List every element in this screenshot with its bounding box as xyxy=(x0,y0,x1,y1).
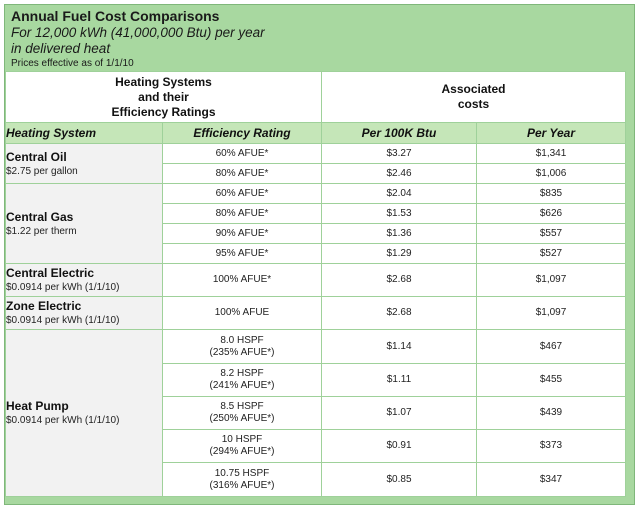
cost-per-100k-cell: $2.46 xyxy=(321,163,477,184)
cost-per-100k-cell: $1.14 xyxy=(321,329,477,364)
panel-header: Annual Fuel Cost Comparisons For 12,000 … xyxy=(11,8,628,73)
column-header-system: Heating System xyxy=(5,122,163,144)
fuel-cost-table: Heating Systems and their Efficiency Rat… xyxy=(5,71,626,497)
cost-per-100k-cell: $1.11 xyxy=(321,363,477,397)
efficiency-cell: 95% AFUE* xyxy=(162,243,322,264)
cost-per-100k-cell: $3.27 xyxy=(321,143,477,164)
table-row: Zone Electric $0.0914 per kWh (1/1/10) 1… xyxy=(5,296,626,330)
cost-per-year-cell: $1,097 xyxy=(476,263,626,297)
associated-costs-group-header: Associated costs xyxy=(321,71,626,123)
table-row: Central Oil $2.75 per gallon 60% AFUE* $… xyxy=(5,143,626,184)
cost-per-100k-cell: $1.07 xyxy=(321,396,477,430)
system-cell-heat-pump: Heat Pump $0.0914 per kWh (1/1/10) xyxy=(5,329,163,497)
cost-per-year-cell: $373 xyxy=(476,429,626,463)
page-title: Annual Fuel Cost Comparisons xyxy=(11,8,220,24)
cost-per-100k-cell: $2.68 xyxy=(321,263,477,297)
cost-per-year-cell: $557 xyxy=(476,223,626,244)
table-row: Central Gas $1.22 per therm 60% AFUE* $2… xyxy=(5,183,626,264)
cost-per-year-cell: $1,097 xyxy=(476,296,626,330)
efficiency-cell: 10.75 HSPF (316% AFUE*) xyxy=(162,462,322,497)
system-cell-central-electric: Central Electric $0.0914 per kWh (1/1/10… xyxy=(5,263,163,297)
cost-per-100k-cell: $0.91 xyxy=(321,429,477,463)
efficiency-hspf: 10.75 HSPF xyxy=(214,467,270,479)
system-name: Zone Electric xyxy=(6,299,82,313)
efficiency-afue: (294% AFUE*) xyxy=(209,446,275,457)
efficiency-afue: (250% AFUE*) xyxy=(209,413,275,424)
efficiency-cell: 10 HSPF (294% AFUE*) xyxy=(162,429,322,463)
system-name: Central Oil xyxy=(6,149,67,164)
subtitle-line-2: in delivered heat xyxy=(11,41,111,56)
costs-header-line-2: costs xyxy=(457,97,490,111)
cost-per-year-cell: $835 xyxy=(476,183,626,204)
column-header-per-year: Per Year xyxy=(476,122,626,144)
system-cell-central-gas: Central Gas $1.22 per therm xyxy=(5,183,163,264)
heating-systems-group-header: Heating Systems and their Efficiency Rat… xyxy=(5,71,322,123)
efficiency-cell: 80% AFUE* xyxy=(162,203,322,224)
efficiency-cell: 8.5 HSPF (250% AFUE*) xyxy=(162,396,322,430)
group-header-line-1: Heating Systems xyxy=(115,74,212,89)
cost-per-100k-cell: $1.53 xyxy=(321,203,477,224)
table-row: 95% AFUE* $1.29 $527 xyxy=(6,243,626,264)
cost-per-100k-cell: $1.29 xyxy=(321,243,477,264)
cost-per-year-cell: $467 xyxy=(476,329,626,364)
efficiency-cell: 60% AFUE* xyxy=(162,143,322,164)
table-row: 80% AFUE* $1.53 $626 xyxy=(6,203,626,224)
system-name: Central Electric xyxy=(6,266,95,280)
system-cell-central-oil: Central Oil $2.75 per gallon xyxy=(5,143,163,184)
group-header-line-2: and their xyxy=(138,89,189,104)
column-header-per-100k: Per 100K Btu xyxy=(321,122,477,144)
system-price: $0.0914 per kWh (1/1/10) xyxy=(6,282,120,293)
cost-per-100k-cell: $2.04 xyxy=(321,183,477,204)
cost-per-year-cell: $1,341 xyxy=(476,143,626,164)
cost-per-100k-cell: $0.85 xyxy=(321,462,477,497)
efficiency-cell: 100% AFUE xyxy=(162,296,322,330)
system-price: $1.22 per therm xyxy=(6,225,77,237)
efficiency-hspf: 8.2 HSPF xyxy=(220,368,264,379)
efficiency-cell: 8.2 HSPF (241% AFUE*) xyxy=(162,363,322,397)
efficiency-afue: (235% AFUE*) xyxy=(209,346,275,358)
efficiency-hspf: 8.5 HSPF xyxy=(220,401,264,412)
efficiency-hspf: 8.0 HSPF xyxy=(220,334,264,346)
cost-per-year-cell: $527 xyxy=(476,243,626,264)
cost-per-year-cell: $1,006 xyxy=(476,163,626,184)
system-price: $0.0914 per kWh (1/1/10) xyxy=(6,415,120,426)
efficiency-cell: 100% AFUE* xyxy=(162,263,322,297)
efficiency-hspf: 10 HSPF xyxy=(221,434,263,445)
efficiency-cell: 60% AFUE* xyxy=(162,183,322,204)
efficiency-cell: 8.0 HSPF (235% AFUE*) xyxy=(162,329,322,364)
system-name: Central Gas xyxy=(6,209,74,224)
cost-per-100k-cell: $2.68 xyxy=(321,296,477,330)
subtitle-line-1: For 12,000 kWh (41,000,000 Btu) per year xyxy=(11,25,265,40)
efficiency-cell: 80% AFUE* xyxy=(162,163,322,184)
column-header-efficiency: Efficiency Rating xyxy=(162,122,322,144)
system-name: Heat Pump xyxy=(6,399,69,413)
efficiency-cell: 90% AFUE* xyxy=(162,223,322,244)
cost-per-year-cell: $626 xyxy=(476,203,626,224)
efficiency-afue: (316% AFUE*) xyxy=(209,479,275,491)
system-price: $2.75 per gallon xyxy=(6,165,78,177)
table-row: Heat Pump $0.0914 per kWh (1/1/10) 8.0 H… xyxy=(5,329,626,497)
cost-per-100k-cell: $1.36 xyxy=(321,223,477,244)
system-price: $0.0914 per kWh (1/1/10) xyxy=(6,315,120,326)
cost-per-year-cell: $455 xyxy=(476,363,626,397)
prices-note: Prices effective as of 1/1/10 xyxy=(11,58,134,69)
table-row: 10.75 HSPF (316% AFUE*) $0.85 $347 xyxy=(6,462,626,497)
cost-per-year-cell: $347 xyxy=(476,462,626,497)
table-row: Central Electric $0.0914 per kWh (1/1/10… xyxy=(5,263,626,297)
costs-header-line-1: Associated xyxy=(441,82,506,96)
cost-per-year-cell: $439 xyxy=(476,396,626,430)
group-header-line-3: Efficiency Ratings xyxy=(111,104,216,119)
efficiency-afue: (241% AFUE*) xyxy=(209,380,275,391)
system-cell-zone-electric: Zone Electric $0.0914 per kWh (1/1/10) xyxy=(5,296,163,330)
